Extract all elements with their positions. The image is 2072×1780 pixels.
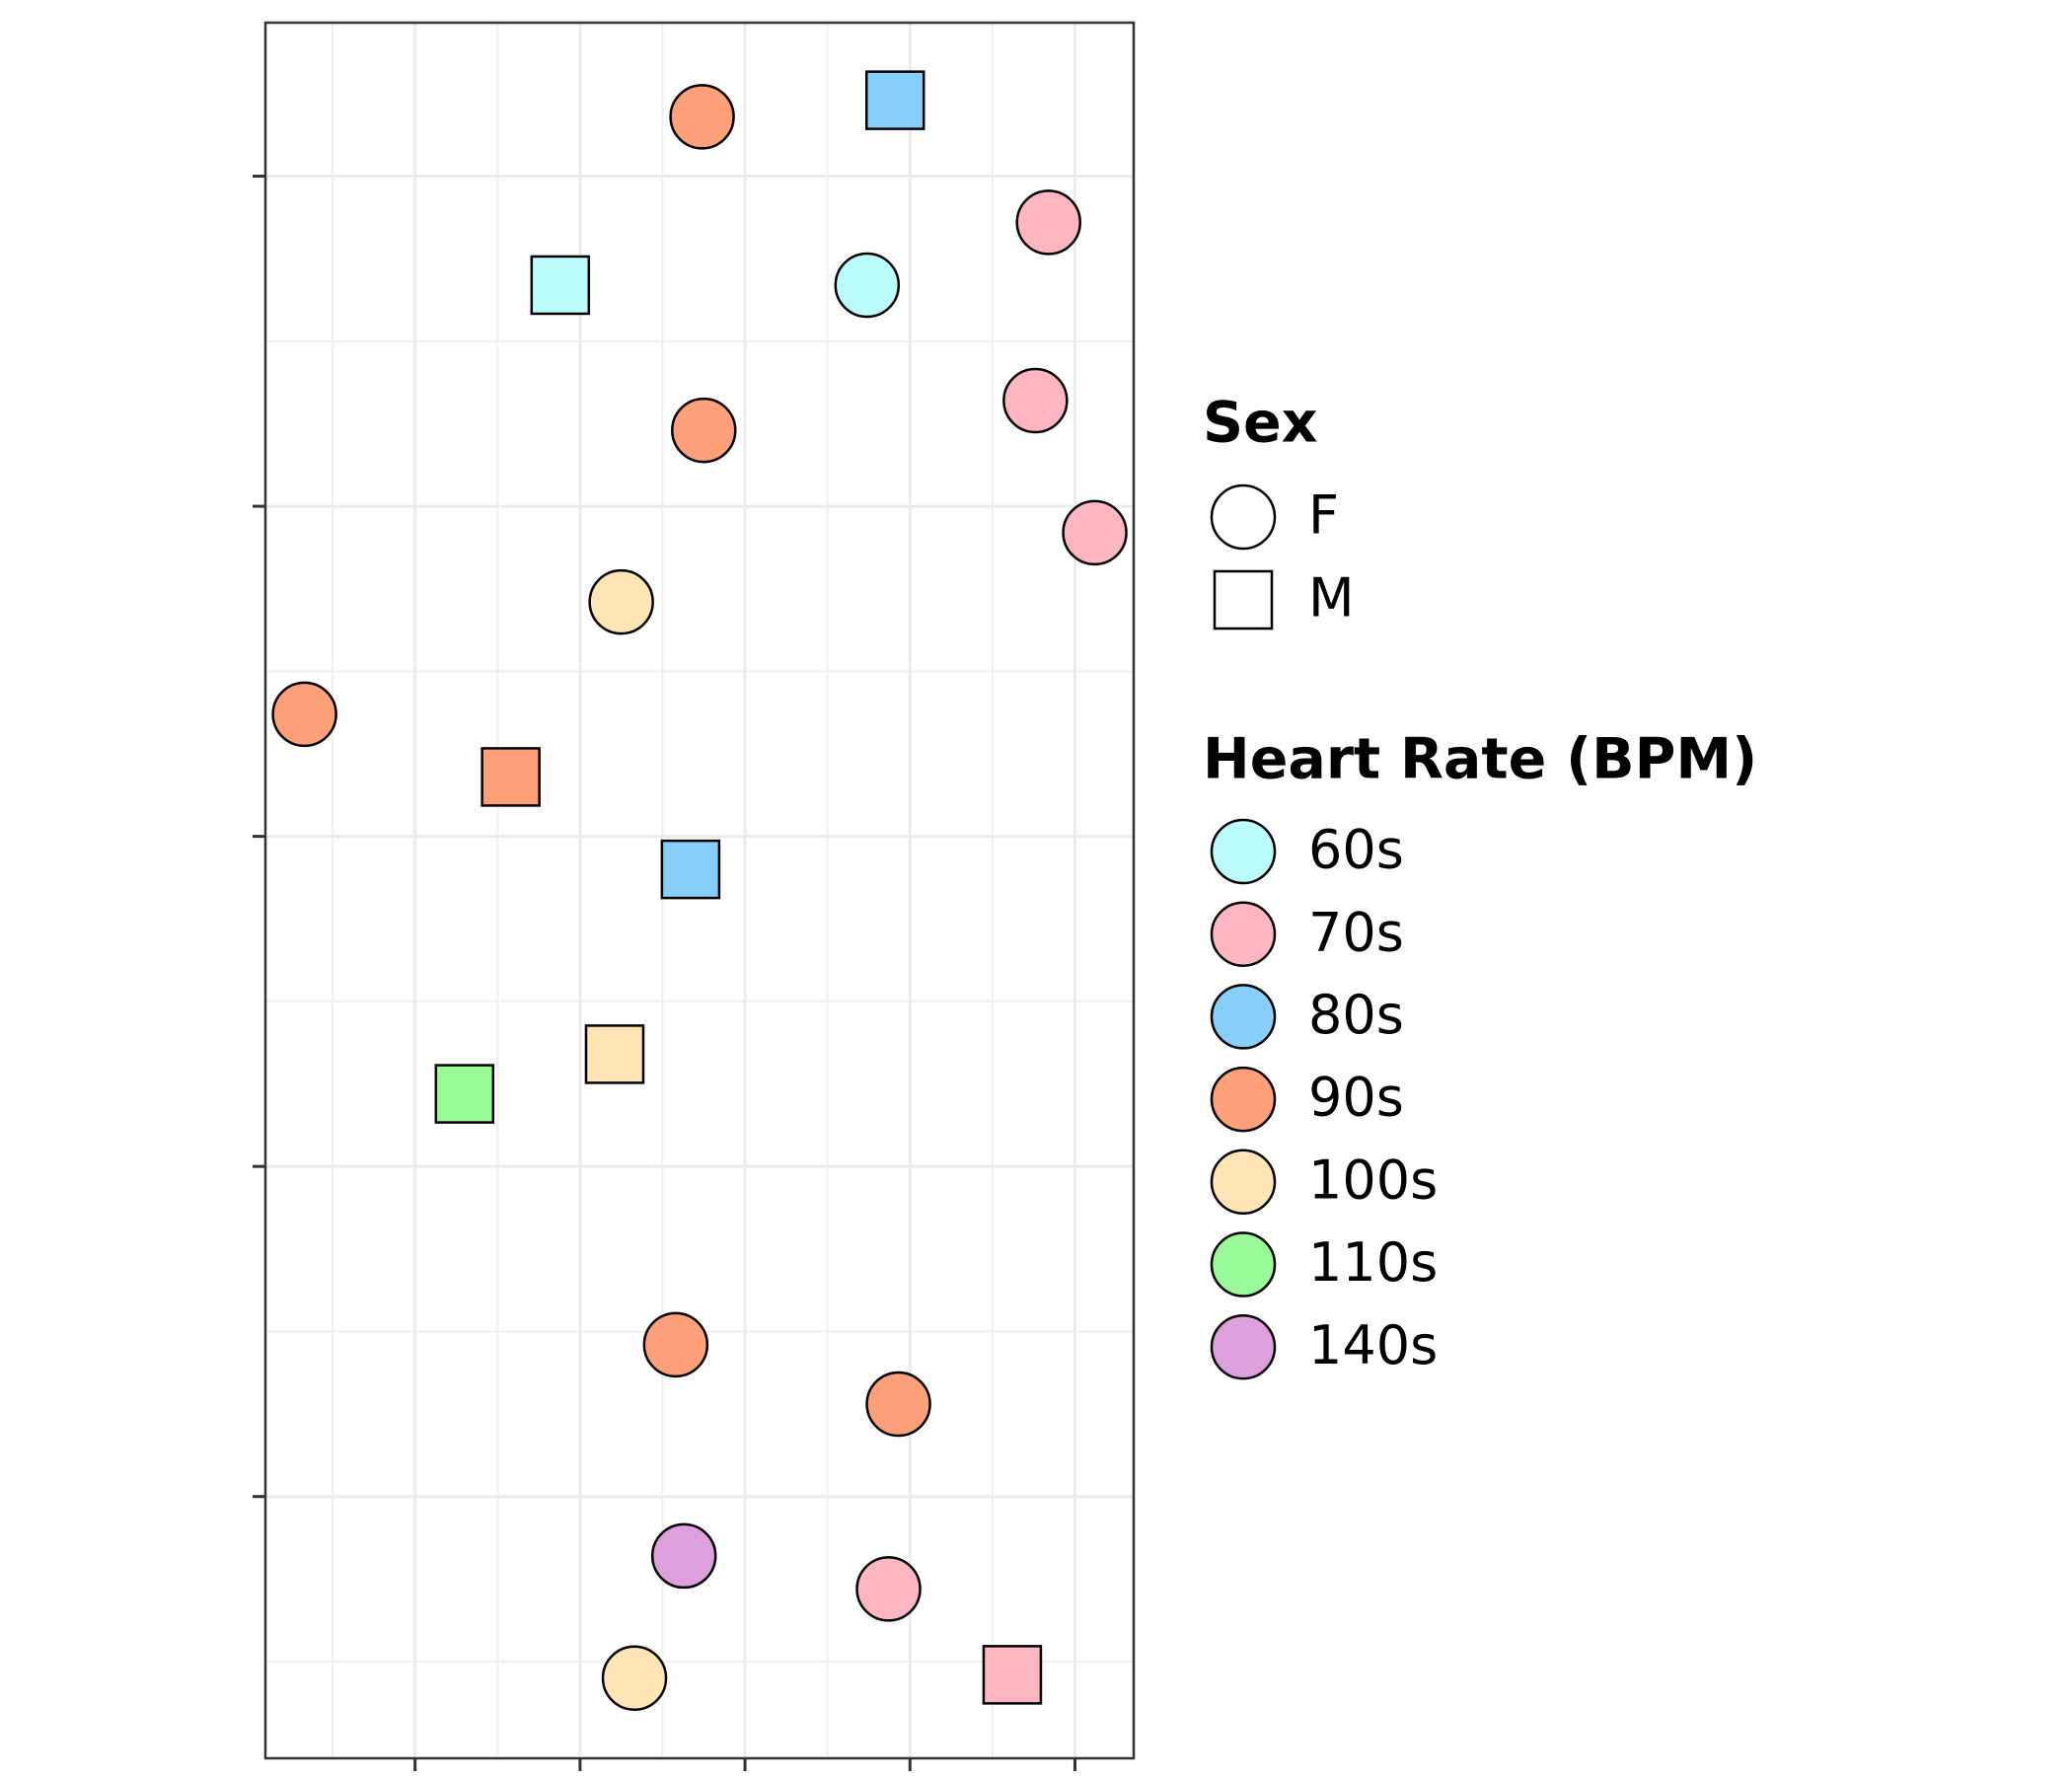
point [660, 839, 721, 900]
point [855, 1556, 922, 1622]
point [1015, 189, 1081, 256]
point [982, 1645, 1043, 1705]
point [669, 84, 735, 150]
legend-key [1210, 984, 1277, 1050]
legend-key [1210, 1149, 1277, 1216]
legend-key [1210, 1066, 1277, 1133]
legend-label: 90s [1308, 1067, 1404, 1129]
point [671, 397, 737, 464]
point [530, 255, 591, 316]
legend-label: 60s [1308, 819, 1404, 881]
point [584, 1024, 645, 1084]
legend-label: 140s [1308, 1314, 1438, 1376]
legend-key [1213, 569, 1274, 630]
shape-legend-title: Sex [1203, 391, 1317, 456]
legend-key [1210, 818, 1277, 885]
legend-label: M [1308, 567, 1355, 630]
point [642, 1311, 709, 1378]
color-legend-title: Heart Rate (BPM) [1203, 727, 1757, 792]
plot-border [263, 21, 1136, 1760]
point [1002, 367, 1069, 434]
point [1062, 499, 1128, 566]
point [834, 252, 901, 319]
legend-label: 110s [1308, 1231, 1438, 1294]
legend-key [1210, 1313, 1277, 1380]
legend-label: 100s [1308, 1149, 1438, 1211]
legend-key [1210, 1231, 1277, 1298]
point [650, 1522, 717, 1590]
point [601, 1645, 668, 1711]
legend-label: 70s [1308, 901, 1404, 963]
legend-label: 80s [1308, 984, 1404, 1046]
point [434, 1064, 495, 1124]
legend-label: F [1308, 484, 1339, 547]
point [271, 681, 337, 748]
point [865, 1371, 931, 1438]
point [481, 747, 541, 807]
legend-key [1210, 483, 1277, 551]
point [588, 568, 654, 635]
legend-key [1210, 901, 1277, 967]
point [864, 70, 925, 130]
